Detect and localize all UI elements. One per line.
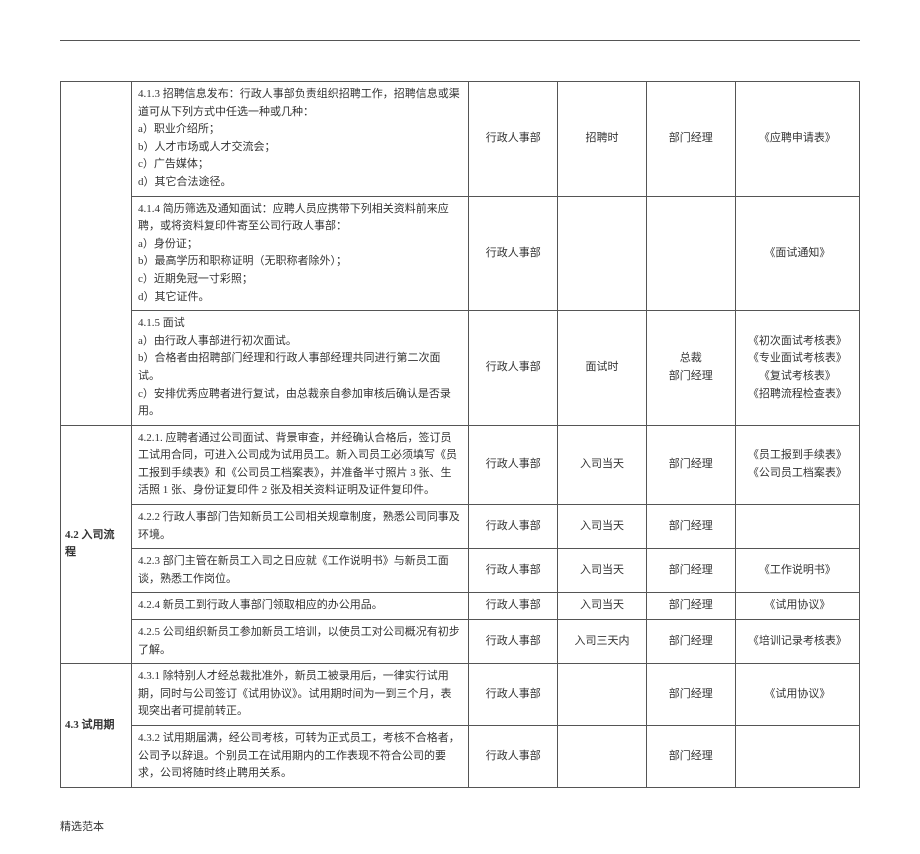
top-rule [60,40,860,41]
form-cell: 《员工报到手续表》 《公司员工档案表》 [735,425,859,504]
dept-cell: 行政人事部 [469,505,558,549]
desc-cell: 4.2.2 行政人事部门告知新员工公司相关规章制度，熟悉公司同事及环境。 [132,505,469,549]
table-row: 4.1.5 面试 a）由行政人事部进行初次面试。 b）合格者由招聘部门经理和行政… [61,311,860,426]
form-cell: 《初次面试考核表》 《专业面试考核表》 《复试考核表》 《招聘流程检查表》 [735,311,859,426]
table-row: 4.2 入司流程 4.2.1. 应聘者通过公司面试、背景审查，并经确认合格后，签… [61,425,860,504]
table-row: 4.2.3 部门主管在新员工入司之日应就《工作说明书》与新员工面谈，熟悉工作岗位… [61,549,860,593]
desc-cell: 4.1.4 简历筛选及通知面试：应聘人员应携带下列相关资料前来应聘，或将资料复印… [132,196,469,311]
desc-cell: 4.2.1. 应聘者通过公司面试、背景审查，并经确认合格后，签订员工试用合同，可… [132,425,469,504]
table-row: 4.3 试用期 4.3.1 除特别人才经总裁批准外，新员工被录用后，一律实行试用… [61,664,860,726]
footer-text: 精选范本 [60,818,860,834]
dept-cell: 行政人事部 [469,549,558,593]
desc-cell: 4.3.1 除特别人才经总裁批准外，新员工被录用后，一律实行试用期，同时与公司签… [132,664,469,726]
table-row: 4.3.2 试用期届满，经公司考核，可转为正式员工，考核不合格者，公司予以辞退。… [61,726,860,788]
table-row: 4.1.3 招聘信息发布：行政人事部负责组织招聘工作，招聘信息或渠道可从下列方式… [61,82,860,197]
form-cell [735,505,859,549]
approver-cell: 部门经理 [646,82,735,197]
form-cell [735,726,859,788]
table-row: 4.2.5 公司组织新员工参加新员工培训，以使员工对公司概况有初步了解。 行政人… [61,620,860,664]
section-cell: 4.3 试用期 [61,664,132,788]
section-cell: 4.2 入司流程 [61,425,132,664]
form-cell: 《应聘申请表》 [735,82,859,197]
time-cell: 面试时 [558,311,647,426]
approver-cell: 部门经理 [646,620,735,664]
desc-cell: 4.1.3 招聘信息发布：行政人事部负责组织招聘工作，招聘信息或渠道可从下列方式… [132,82,469,197]
time-cell: 招聘时 [558,82,647,197]
desc-cell: 4.2.3 部门主管在新员工入司之日应就《工作说明书》与新员工面谈，熟悉工作岗位… [132,549,469,593]
approver-cell: 部门经理 [646,549,735,593]
approver-cell: 总裁 部门经理 [646,311,735,426]
dept-cell: 行政人事部 [469,311,558,426]
form-cell: 《试用协议》 [735,593,859,620]
table-row: 4.1.4 简历筛选及通知面试：应聘人员应携带下列相关资料前来应聘，或将资料复印… [61,196,860,311]
time-cell [558,196,647,311]
time-cell: 入司当天 [558,549,647,593]
dept-cell: 行政人事部 [469,425,558,504]
desc-cell: 4.3.2 试用期届满，经公司考核，可转为正式员工，考核不合格者，公司予以辞退。… [132,726,469,788]
dept-cell: 行政人事部 [469,620,558,664]
dept-cell: 行政人事部 [469,196,558,311]
time-cell: 入司三天内 [558,620,647,664]
process-table: 4.1.3 招聘信息发布：行政人事部负责组织招聘工作，招聘信息或渠道可从下列方式… [60,81,860,788]
dept-cell: 行政人事部 [469,664,558,726]
table-row: 4.2.4 新员工到行政人事部门领取相应的办公用品。 行政人事部 入司当天 部门… [61,593,860,620]
approver-cell: 部门经理 [646,726,735,788]
time-cell: 入司当天 [558,593,647,620]
time-cell: 入司当天 [558,505,647,549]
approver-cell: 部门经理 [646,664,735,726]
form-cell: 《面试通知》 [735,196,859,311]
approver-cell: 部门经理 [646,505,735,549]
desc-cell: 4.2.4 新员工到行政人事部门领取相应的办公用品。 [132,593,469,620]
dept-cell: 行政人事部 [469,726,558,788]
dept-cell: 行政人事部 [469,593,558,620]
approver-cell: 部门经理 [646,425,735,504]
table-row: 4.2.2 行政人事部门告知新员工公司相关规章制度，熟悉公司同事及环境。 行政人… [61,505,860,549]
dept-cell: 行政人事部 [469,82,558,197]
form-cell: 《试用协议》 [735,664,859,726]
time-cell [558,664,647,726]
approver-cell: 部门经理 [646,593,735,620]
desc-cell: 4.1.5 面试 a）由行政人事部进行初次面试。 b）合格者由招聘部门经理和行政… [132,311,469,426]
approver-cell [646,196,735,311]
time-cell [558,726,647,788]
desc-cell: 4.2.5 公司组织新员工参加新员工培训，以使员工对公司概况有初步了解。 [132,620,469,664]
section-cell [61,82,132,426]
form-cell: 《培训记录考核表》 [735,620,859,664]
form-cell: 《工作说明书》 [735,549,859,593]
time-cell: 入司当天 [558,425,647,504]
